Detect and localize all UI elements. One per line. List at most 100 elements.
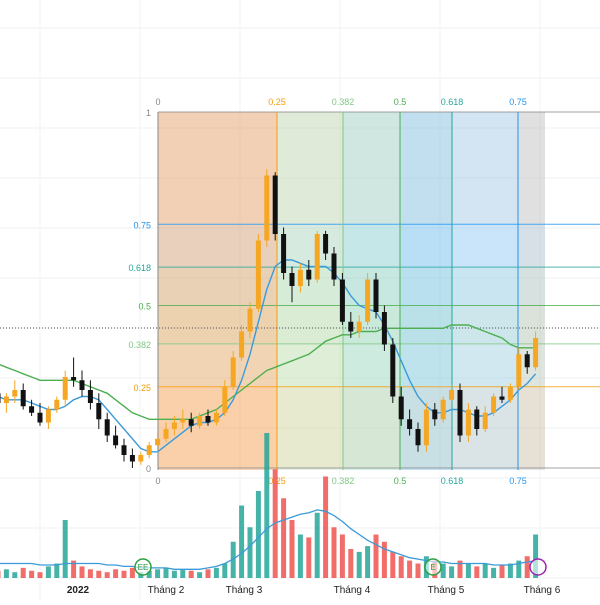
candle-body xyxy=(213,412,219,423)
volume-bar xyxy=(79,566,85,578)
candle-body xyxy=(20,390,26,407)
volume-bar xyxy=(29,570,35,578)
fib-time-zone-fill xyxy=(277,112,343,470)
fib-level-label: 0.382 xyxy=(128,340,151,350)
volume-bar xyxy=(339,534,345,578)
candle-body xyxy=(491,396,497,413)
candle-body xyxy=(247,308,253,332)
volume-bar xyxy=(516,560,522,578)
volume-bar xyxy=(188,570,194,578)
volume-bar xyxy=(314,512,320,578)
ma-fast-line xyxy=(0,259,537,453)
fib-time-zone-fill xyxy=(518,112,545,470)
candle-body xyxy=(281,234,287,273)
event-marker xyxy=(134,558,152,576)
volume-bar xyxy=(222,563,228,578)
candle-body xyxy=(348,321,354,332)
volume-bar xyxy=(197,572,203,578)
volume-bar xyxy=(306,537,312,578)
candle-body xyxy=(297,269,303,286)
event-marker-label: EE xyxy=(138,563,149,572)
volume-bar xyxy=(331,527,337,578)
candle-body xyxy=(365,279,371,322)
volume-bar xyxy=(474,566,480,578)
fib-time-zone-label-bottom: 0.5 xyxy=(394,476,407,486)
candle-body xyxy=(79,380,85,390)
candle-body xyxy=(373,279,379,312)
candle-body xyxy=(474,409,480,429)
candle-body xyxy=(356,321,362,332)
fib-time-zone-label-top: 0.5 xyxy=(394,97,407,107)
volume-bar xyxy=(323,476,329,578)
volume-bar xyxy=(264,433,270,578)
candle-body xyxy=(146,445,152,455)
volume-bar xyxy=(54,563,60,578)
candle-body xyxy=(12,390,18,397)
fib-retracement-band xyxy=(158,343,545,387)
fib-time-zone-label-bottom: 0 xyxy=(155,476,160,486)
volume-bar xyxy=(524,556,530,578)
volume-bar xyxy=(20,567,26,578)
fib-time-zone-fill xyxy=(343,112,400,470)
fib-time-zone-label-bottom: 0.618 xyxy=(441,476,464,486)
candle-body xyxy=(0,393,1,403)
event-marker-label: E xyxy=(430,563,435,572)
volume-bar xyxy=(381,541,387,578)
candle-body xyxy=(415,429,421,446)
candle-body xyxy=(423,409,429,446)
volume-bar xyxy=(356,551,362,578)
candle-body xyxy=(205,416,211,423)
candle-body xyxy=(524,354,530,368)
volume-bar xyxy=(390,551,396,578)
candle-body xyxy=(197,416,203,426)
volume-bar xyxy=(104,572,110,578)
candle-body xyxy=(432,409,438,420)
event-marker xyxy=(424,558,442,576)
candle-body xyxy=(533,338,539,368)
volume-bar xyxy=(407,560,413,578)
fib-retracement-band xyxy=(158,112,545,225)
volume-bar xyxy=(121,570,127,578)
candle-body xyxy=(45,409,51,423)
volume-bar xyxy=(87,569,93,578)
volume-bar xyxy=(507,563,513,578)
candle-body xyxy=(239,331,245,358)
candle-body xyxy=(155,438,161,446)
volume-bar xyxy=(205,569,211,578)
candle-body xyxy=(163,429,169,439)
volume-bar xyxy=(230,541,236,578)
candle-body xyxy=(3,396,9,403)
candle-body xyxy=(180,419,186,423)
volume-bar xyxy=(163,567,169,578)
candle-body xyxy=(264,175,270,241)
fib-retracement-band xyxy=(158,267,545,306)
candle-body xyxy=(516,354,522,387)
candle-body xyxy=(289,273,295,286)
volume-bar xyxy=(415,563,421,578)
candle-body xyxy=(407,419,413,429)
fib-time-zone-label-top: 0.382 xyxy=(332,97,355,107)
candle-body xyxy=(87,390,93,403)
fib-level-label: 0.5 xyxy=(138,302,151,312)
volume-bar xyxy=(3,569,9,578)
volume-bar xyxy=(365,546,371,578)
volume-bar xyxy=(482,563,488,578)
x-axis-tick-label: Tháng 6 xyxy=(524,585,561,596)
fib-level-label: 0.75 xyxy=(133,220,151,230)
candle-body xyxy=(222,386,228,413)
fib-time-zone-label-bottom: 0.382 xyxy=(332,476,355,486)
candle-body xyxy=(272,175,278,234)
volume-bar xyxy=(449,566,455,578)
fib-level-label: 0 xyxy=(146,464,151,474)
volume-bar xyxy=(457,560,463,578)
volume-bar xyxy=(348,549,354,578)
candle-body xyxy=(121,445,127,455)
candle-body xyxy=(390,344,396,397)
volume-bar xyxy=(129,567,135,578)
candle-body xyxy=(37,412,43,423)
fib-level-label: 0.618 xyxy=(128,263,151,273)
x-axis-tick-label: Tháng 3 xyxy=(226,585,263,596)
volume-bar xyxy=(533,534,539,578)
volume-bar xyxy=(62,520,68,578)
volume-bar xyxy=(0,570,1,578)
